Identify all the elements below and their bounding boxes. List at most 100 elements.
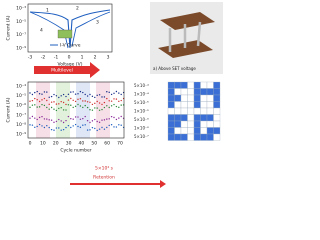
- point: [72, 99, 74, 101]
- point: [118, 100, 120, 103]
- point: [74, 116, 77, 118]
- point: [67, 99, 70, 101]
- pixel: [193, 94, 201, 102]
- multilevel-arrow: [34, 62, 100, 78]
- pixel: [180, 120, 188, 128]
- point: [31, 104, 34, 106]
- x-tick-label: 0: [68, 55, 71, 61]
- pixel: [167, 120, 175, 128]
- point: [41, 103, 43, 106]
- pixel: [200, 107, 208, 115]
- point: [67, 115, 70, 118]
- point: [108, 118, 110, 120]
- point: [50, 106, 53, 109]
- iv-axes: [27, 3, 113, 53]
- x-tick-label: 60: [104, 141, 110, 147]
- point: [65, 126, 67, 129]
- point: [96, 100, 98, 103]
- point: [89, 129, 91, 131]
- pixel: [187, 107, 195, 115]
- pixel: [187, 88, 195, 96]
- point: [82, 100, 84, 102]
- point: [53, 108, 55, 110]
- band: [96, 82, 110, 138]
- y-tick-label: 10⁻⁹: [16, 132, 26, 138]
- x-axis-label: Cycle number: [60, 148, 91, 154]
- point: [115, 98, 118, 100]
- point: [86, 95, 89, 97]
- level-label: 5×10⁻⁶: [134, 117, 149, 122]
- figure: I-V Curve 1 2 3 4 Current (A) Voltage (V…: [6, 2, 223, 188]
- point: [77, 103, 79, 106]
- point: [46, 91, 48, 93]
- x-tick-label: -3: [28, 55, 33, 61]
- point: [77, 93, 79, 95]
- pixel: [174, 88, 182, 96]
- step-label: 3: [96, 20, 99, 26]
- pixel: [206, 88, 214, 96]
- point: [53, 121, 55, 124]
- x-tick-label: -2: [41, 55, 46, 61]
- point: [79, 90, 82, 93]
- point: [84, 93, 86, 96]
- point: [55, 95, 58, 97]
- point: [29, 100, 31, 102]
- pixel: [187, 101, 195, 109]
- point: [113, 103, 115, 106]
- point: [29, 92, 31, 94]
- point: [98, 102, 101, 104]
- point: [91, 95, 94, 98]
- point: [103, 128, 106, 130]
- point: [94, 102, 96, 105]
- point: [74, 100, 77, 103]
- point: [72, 125, 74, 127]
- point: [36, 99, 38, 101]
- step-label: 2: [76, 6, 79, 12]
- point: [86, 101, 89, 103]
- point: [55, 103, 58, 105]
- point: [74, 123, 77, 126]
- point: [86, 120, 89, 122]
- point: [50, 128, 53, 131]
- x-tick-label: 70: [117, 141, 123, 147]
- level-label: 5×10⁻⁵: [134, 100, 149, 105]
- pixel: [180, 101, 188, 109]
- point: [50, 95, 53, 98]
- pixel: [193, 133, 201, 141]
- pixel: [174, 133, 182, 141]
- pixel: [174, 81, 182, 89]
- pixel: [200, 114, 208, 122]
- point: [106, 105, 108, 107]
- pixel: [206, 120, 214, 128]
- y-tick-label: 10⁻⁶: [16, 103, 26, 109]
- x-tick-label: 20: [53, 141, 59, 147]
- pixel: [213, 88, 221, 96]
- point: [120, 115, 122, 118]
- device-inset: [57, 29, 73, 39]
- point: [53, 93, 55, 96]
- pixel: [174, 114, 182, 122]
- pixel: [174, 107, 182, 115]
- retention-arrow: [70, 180, 166, 188]
- point: [34, 126, 36, 129]
- x-tick-label: 10: [40, 141, 46, 147]
- point: [79, 118, 82, 120]
- point: [94, 118, 96, 121]
- x-tick-label: 50: [91, 141, 97, 147]
- point: [58, 103, 60, 105]
- pixel: [200, 120, 208, 128]
- point: [70, 117, 72, 120]
- pixel: [213, 94, 221, 102]
- point: [38, 123, 41, 126]
- point: [84, 115, 86, 118]
- point: [86, 106, 89, 109]
- point: [62, 101, 65, 104]
- legend: I-V Curve: [60, 43, 81, 49]
- pixel: [180, 114, 188, 122]
- point: [70, 97, 72, 100]
- point: [120, 93, 122, 96]
- pixel: [200, 81, 208, 89]
- pixel: [200, 127, 208, 135]
- point: [36, 106, 38, 108]
- point: [113, 116, 115, 119]
